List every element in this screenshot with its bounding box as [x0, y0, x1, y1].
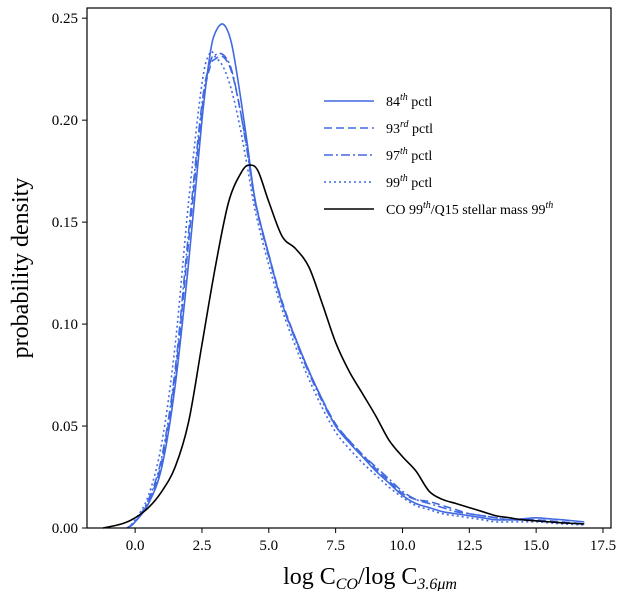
y-axis-label: probability density: [8, 178, 34, 359]
series-line-99th-pctl: [126, 50, 585, 529]
legend-entry-99th-pctl: 99th pctl: [386, 173, 432, 191]
y-tick-label: 0.20: [52, 113, 78, 129]
y-tick-label: 0.00: [52, 521, 78, 537]
series-line-97th-pctl: [126, 52, 585, 529]
x-axis-ticks: 0.0 2.5 5.0 7.5 10.0 12.5 15.0 17.5: [126, 528, 616, 554]
x-tick-label: 0.0: [126, 538, 145, 554]
y-axis-ticks: 0.00 0.05 0.10 0.15 0.20 0.25: [52, 11, 87, 537]
x-axis-label-sub2: 3.6μm: [416, 576, 457, 591]
y-tick-label: 0.25: [52, 11, 78, 27]
x-tick-label: 2.5: [193, 538, 212, 554]
x-axis-label-sub1: CO: [336, 576, 359, 591]
legend-entry-84th-pctl: 84th pctl: [386, 92, 432, 110]
x-tick-label: 10.0: [389, 538, 415, 554]
plot-frame: [86, 7, 612, 529]
x-tick-label: 15.0: [523, 538, 549, 554]
y-tick-label: 0.05: [52, 419, 78, 435]
x-axis-label: log CCO/log C3.6μm: [283, 564, 457, 591]
y-tick-label: 0.10: [52, 317, 78, 333]
x-axis-label-main: log C: [283, 564, 336, 590]
x-tick-label: 7.5: [326, 538, 345, 554]
legend: 84th pctl 93rd pctl 97th pctl 99th pctl CO 9…: [324, 92, 553, 218]
x-tick-label: 5.0: [259, 538, 278, 554]
legend-entry-93rd-pctl: 93rd pctl: [386, 119, 433, 137]
legend-entry-97th-pctl: 97th pctl: [386, 146, 432, 164]
y-tick-label: 0.15: [52, 215, 78, 231]
legend-entry-co-99th-q15-stellar-mass-99th: CO 99th/Q15 stellar mass 99th: [386, 200, 553, 218]
x-axis-label-mid: /log C: [358, 564, 417, 590]
x-tick-label: 17.5: [590, 538, 616, 554]
series-layer: [102, 23, 585, 529]
x-tick-label: 12.5: [456, 538, 482, 554]
series-line-co-99th-q15-stellar-mass-99th: [102, 164, 585, 529]
